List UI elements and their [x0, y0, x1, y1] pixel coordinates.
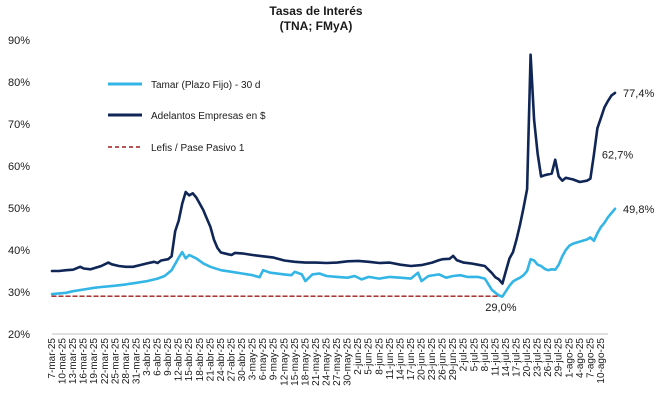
legend-label-1: Tamar (Plazo Fijo) - 30 d: [151, 80, 260, 91]
x-tick-label: 5-jul-25: [469, 338, 480, 372]
x-tick-label: 6-abr-25: [153, 338, 164, 376]
legend-label-3: Lefis / Pase Pasivo 1: [151, 143, 245, 154]
x-tick-label: 17-jun-25: [406, 338, 417, 381]
x-tick-label: 14-jun-25: [395, 338, 406, 381]
series-line-1: [50, 207, 617, 298]
x-tick-label: 29-jul-25: [554, 338, 565, 377]
x-tick-label: 3-abr-25: [142, 338, 153, 376]
y-tick-label: 80%: [8, 77, 30, 89]
series-layer: [50, 53, 617, 298]
x-tick-label: 20-jul-25: [522, 338, 533, 377]
x-tick-label: 31-mar-25: [131, 338, 142, 385]
data-label: 62,7%: [602, 150, 633, 162]
chart-title: Tasas de Interés: [269, 4, 362, 18]
x-tick-label: 20-jun-25: [416, 338, 427, 381]
y-tick-label: 50%: [8, 203, 30, 215]
x-tick-label: 28-mar-25: [121, 338, 132, 385]
legend: Tamar (Plazo Fijo) - 30 d Adelantos Empre…: [108, 80, 266, 154]
x-tick-label: 10-ago-25: [596, 338, 607, 384]
x-tick-label: 15-abr-25: [184, 338, 195, 382]
x-tick-label: 29-jun-25: [448, 338, 459, 381]
x-tick-label: 21-abr-25: [205, 338, 216, 382]
series-line-2: [50, 53, 617, 285]
x-tick-label: 9-may-25: [269, 338, 280, 381]
x-tick-label: 11-jun-25: [385, 338, 396, 380]
x-tick-label: 12-abr-25: [174, 338, 185, 382]
x-tick-label: 30-may-25: [343, 338, 354, 386]
x-tick-label: 11-jul-25: [490, 338, 501, 377]
data-label: 49,8%: [623, 204, 654, 216]
y-tick-label: 60%: [8, 161, 30, 173]
x-tick-label: 10-mar-25: [58, 338, 69, 385]
y-tick-label: 40%: [8, 245, 30, 257]
x-tick-label: 27-abr-25: [226, 338, 237, 382]
y-tick-label: 30%: [8, 287, 30, 299]
x-tick-label: 26-jul-25: [543, 338, 554, 377]
x-tick-label: 14-jul-25: [501, 338, 512, 377]
x-tick-label: 30-abr-25: [237, 338, 248, 382]
x-tick-label: 4-ago-25: [575, 338, 586, 378]
x-tick-label: 24-abr-25: [216, 338, 227, 382]
x-tick-label: 5-jun-25: [364, 338, 375, 375]
legend-label-2: Adelantos Empresas en $: [151, 111, 266, 122]
x-tick-label: 16-mar-25: [79, 338, 90, 385]
x-tick-label: 6-may-25: [258, 338, 269, 381]
x-tick-label: 18-may-25: [300, 338, 311, 386]
x-tick-label: 24-may-25: [321, 338, 332, 386]
x-tick-label: 25-mar-25: [110, 338, 121, 385]
x-tick-label: 13-mar-25: [68, 338, 79, 385]
x-tick-label: 2-jul-25: [459, 338, 470, 372]
x-tick-label: 3-may-25: [248, 338, 259, 381]
x-tick-label: 12-may-25: [279, 338, 290, 386]
data-label: 77,4%: [623, 88, 654, 100]
x-tick-label: 26-jun-25: [438, 338, 449, 381]
y-axis-ticks: 20% 30% 40% 50% 60% 70% 80% 90%: [8, 35, 30, 341]
x-tick-label: 18-abr-25: [195, 338, 206, 382]
x-tick-label: 8-jul-25: [480, 338, 491, 372]
x-tick-label: 2-jun-25: [353, 338, 364, 375]
y-tick-label: 20%: [8, 329, 30, 341]
y-tick-label: 70%: [8, 119, 30, 131]
y-tick-label: 90%: [8, 35, 30, 47]
x-tick-label: 21-may-25: [311, 338, 322, 386]
x-tick-label: 9-abr-25: [163, 338, 174, 376]
x-tick-label: 23-jul-25: [533, 338, 544, 377]
x-tick-label: 23-jun-25: [427, 338, 438, 381]
x-tick-label: 1-ago-25: [564, 338, 575, 378]
x-tick-label: 7-mar-25: [47, 338, 58, 379]
x-tick-label: 15-may-25: [290, 338, 301, 386]
data-labels: 77,4% 62,7% 49,8% 29,0%: [485, 88, 654, 314]
x-tick-label: 27-may-25: [332, 338, 343, 386]
x-tick-label: 7-ago-25: [585, 338, 596, 378]
x-tick-label: 22-mar-25: [100, 338, 111, 385]
data-label: 29,0%: [485, 302, 516, 314]
chart-subtitle: (TNA; FMyA): [280, 19, 353, 33]
x-tick-label: 8-jun-25: [374, 338, 385, 375]
x-tick-label: 17-jul-25: [512, 338, 523, 377]
x-tick-label: 19-mar-25: [89, 338, 100, 385]
x-axis-ticks: 7-mar-25 10-mar-25 13-mar-25 16-mar-25 19-ma…: [47, 338, 607, 386]
